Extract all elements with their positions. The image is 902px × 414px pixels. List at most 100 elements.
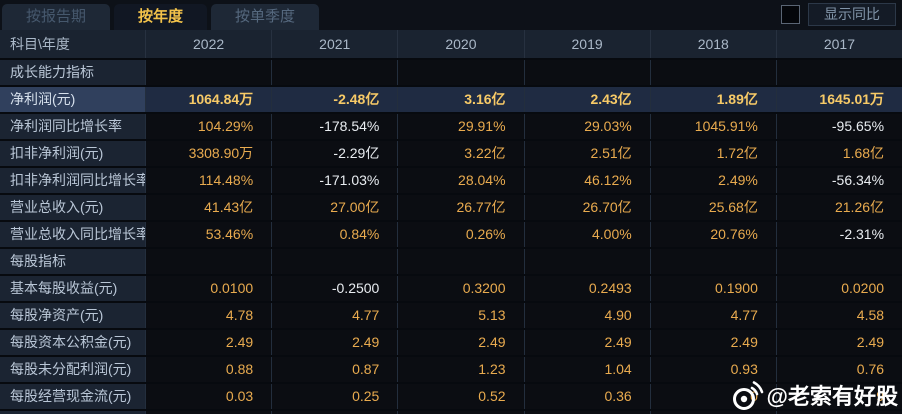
value-cell (523, 411, 650, 414)
value-cell: 9 (775, 384, 902, 409)
row-label: 成长能力指标 (0, 60, 145, 85)
year-header-5: 2017 (775, 30, 902, 58)
value-cell: 0.3200 (397, 276, 524, 301)
value-cell: 4.58 (775, 303, 902, 328)
value-cell: 2.49 (271, 330, 398, 355)
value-cell: 0.1900 (649, 276, 776, 301)
value-cell (523, 60, 650, 85)
value-cell: 2.49 (145, 330, 272, 355)
value-cell: 0.87 (271, 357, 398, 382)
tab-list: 按报告期 按年度 按单季度 (0, 0, 323, 30)
value-cell: 1.23 (397, 357, 524, 382)
row-label: 净利润同比增长率 (0, 114, 145, 139)
value-cell: 53.46% (145, 222, 272, 247)
value-cell: 2.49 (523, 330, 650, 355)
value-cell: 2.49 (775, 330, 902, 355)
value-cell: 2.49 (649, 330, 776, 355)
value-cell: -95.65% (775, 114, 902, 139)
table-row[interactable]: 净利润(元) 1064.84万 -2.48亿 3.16亿 2.43亿 1.89亿 1645.… (0, 87, 902, 114)
value-cell: 20.76% (649, 222, 776, 247)
value-cell: 2.51亿 (523, 141, 650, 166)
tab-1[interactable]: 按年度 (114, 4, 208, 30)
table-row[interactable]: 每股经营现金流(元) 0.03 0.25 0.52 0.36 0 9 (0, 384, 902, 411)
value-cell: 2.49 (397, 330, 524, 355)
row-label: 净利润(元) (0, 87, 145, 112)
value-cell: 0.03 (145, 384, 272, 409)
value-cell (397, 60, 524, 85)
value-cell: 104.29% (145, 114, 272, 139)
value-cell (145, 411, 272, 414)
year-header-2: 2020 (397, 30, 523, 58)
row-label: 基本每股收益(元) (0, 276, 145, 301)
value-cell: 1.68亿 (775, 141, 902, 166)
value-cell: 26.70亿 (523, 195, 650, 220)
partial-row (0, 411, 902, 414)
value-cell: 0.88 (145, 357, 272, 382)
value-cell: 0.25 (271, 384, 398, 409)
value-cell: -2.48亿 (271, 87, 398, 112)
value-cell: 114.48% (145, 168, 272, 193)
value-cell (397, 249, 524, 274)
row-label: 每股经营现金流(元) (0, 384, 145, 409)
value-cell (271, 249, 398, 274)
value-cell: 1.72亿 (649, 141, 776, 166)
value-cell (775, 411, 902, 414)
year-header-4: 2018 (649, 30, 776, 58)
value-cell (145, 249, 272, 274)
table-row[interactable]: 营业总收入同比增长率 53.46% 0.84% 0.26% 4.00% 20.76% -2.… (0, 222, 902, 249)
table-row[interactable]: 每股资本公积金(元) 2.49 2.49 2.49 2.49 2.49 2.49 (0, 330, 902, 357)
show-yoy-label[interactable]: 显示同比 (808, 3, 896, 26)
table-row[interactable]: 每股净资产(元) 4.78 4.77 5.13 4.90 4.77 4.58 (0, 303, 902, 330)
value-cell: 41.43亿 (145, 195, 272, 220)
section-row: 每股指标 (0, 249, 902, 276)
tab-2[interactable]: 按单季度 (211, 4, 320, 30)
row-label: 每股指标 (0, 249, 145, 274)
value-cell: 1.04 (523, 357, 650, 382)
row-label (0, 411, 145, 414)
row-label: 扣非净利润(元) (0, 141, 145, 166)
value-cell (145, 60, 272, 85)
table-body: 成长能力指标 净利润(元) 1064.84万 -2.48亿 3.16亿 2.43亿 1.89… (0, 60, 902, 414)
value-cell: 29.91% (397, 114, 524, 139)
value-cell: 27.00亿 (271, 195, 398, 220)
tab-bar: 按报告期 按年度 按单季度 显示同比 (0, 0, 902, 30)
tab-0[interactable]: 按报告期 (2, 4, 111, 30)
row-label: 每股未分配利润(元) (0, 357, 145, 382)
value-cell: 4.78 (145, 303, 272, 328)
table-row[interactable]: 净利润同比增长率 104.29% -178.54% 29.91% 29.03% 1045.… (0, 114, 902, 141)
value-cell: 0.93 (649, 357, 776, 382)
value-cell: 0 (649, 384, 776, 409)
value-cell: 4.90 (523, 303, 650, 328)
value-cell: 3.16亿 (397, 87, 524, 112)
table-row[interactable]: 扣非净利润同比增长率 114.48% -171.03% 28.04% 46.12% 2.4… (0, 168, 902, 195)
value-cell: -56.34% (775, 168, 902, 193)
table-row[interactable]: 每股未分配利润(元) 0.88 0.87 1.23 1.04 0.93 0.76 (0, 357, 902, 384)
table-row[interactable]: 营业总收入(元) 41.43亿 27.00亿 26.77亿 26.70亿 25.68亿 21… (0, 195, 902, 222)
table-row[interactable]: 扣非净利润(元) 3308.90万 -2.29亿 3.22亿 2.51亿 1.72亿 1.6… (0, 141, 902, 168)
tab-controls: 显示同比 (781, 3, 896, 26)
value-cell (775, 249, 902, 274)
table-row[interactable]: 基本每股收益(元) 0.0100 -0.2500 0.3200 0.2493 0.1900… (0, 276, 902, 303)
row-label: 每股净资产(元) (0, 303, 145, 328)
value-cell: 1045.91% (649, 114, 776, 139)
corner-header-cell: 科目\年度 (10, 36, 70, 52)
value-cell (523, 249, 650, 274)
value-cell: 0.0200 (775, 276, 902, 301)
value-cell: 46.12% (523, 168, 650, 193)
year-header-3: 2019 (523, 30, 650, 58)
value-cell (271, 60, 398, 85)
value-cell: 5.13 (397, 303, 524, 328)
value-cell: 4.77 (271, 303, 398, 328)
value-cell: -171.03% (271, 168, 398, 193)
value-cell: -2.31% (775, 222, 902, 247)
section-row: 成长能力指标 (0, 60, 902, 87)
table-header-row: 科目\年度 2022 2021 2020 2019 2018 2017 (0, 30, 902, 60)
value-cell (649, 60, 776, 85)
value-cell: 0.52 (397, 384, 524, 409)
value-cell: 2.43亿 (523, 87, 650, 112)
row-label: 营业总收入同比增长率 (0, 222, 145, 247)
value-cell: 0.26% (397, 222, 524, 247)
show-yoy-checkbox[interactable] (781, 5, 800, 24)
value-cell (271, 411, 398, 414)
value-cell (397, 411, 524, 414)
